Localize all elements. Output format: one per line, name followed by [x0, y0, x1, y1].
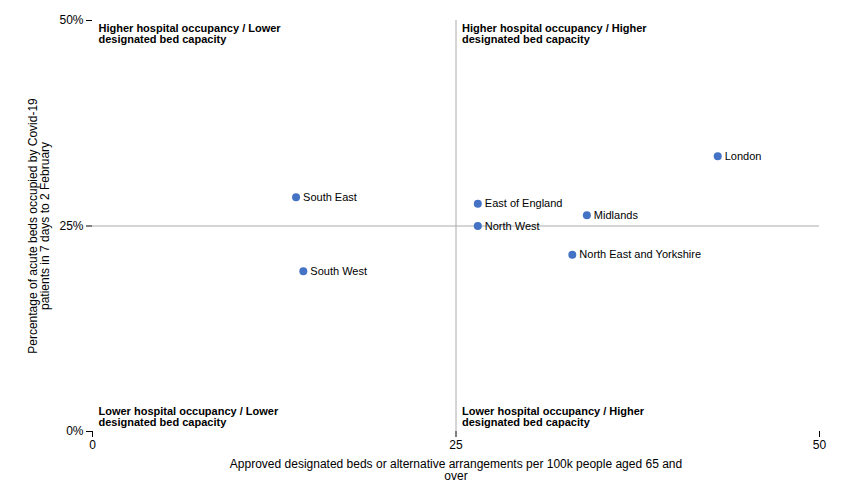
- svg-text:South West: South West: [310, 265, 367, 277]
- svg-text:25%: 25%: [59, 219, 83, 233]
- svg-text:North West: North West: [485, 220, 540, 232]
- svg-text:Midlands: Midlands: [594, 209, 639, 221]
- svg-text:South East: South East: [303, 191, 357, 203]
- svg-text:25: 25: [449, 438, 463, 452]
- svg-text:Lower hospital occupancy / Low: Lower hospital occupancy / Lowerdesignat…: [99, 405, 279, 428]
- svg-text:Percentage of acute beds occup: Percentage of acute beds occupied by Cov…: [26, 98, 52, 354]
- svg-text:Lower hospital occupancy / Hig: Lower hospital occupancy / Higherdesigna…: [462, 405, 645, 428]
- svg-text:0: 0: [89, 438, 96, 452]
- svg-text:North East and Yorkshire: North East and Yorkshire: [579, 248, 701, 260]
- svg-text:0%: 0%: [66, 424, 84, 438]
- svg-text:East of England: East of England: [485, 197, 563, 209]
- svg-text:Higher hospital occupancy / Hi: Higher hospital occupancy / Higherdesign…: [462, 22, 647, 45]
- svg-text:50%: 50%: [59, 13, 83, 27]
- svg-text:50: 50: [813, 438, 827, 452]
- svg-text:Higher hospital occupancy / Lo: Higher hospital occupancy / Lowerdesigna…: [99, 22, 282, 45]
- svg-text:Approved designated beds or al: Approved designated beds or alternative …: [230, 457, 682, 483]
- svg-text:London: London: [725, 150, 762, 162]
